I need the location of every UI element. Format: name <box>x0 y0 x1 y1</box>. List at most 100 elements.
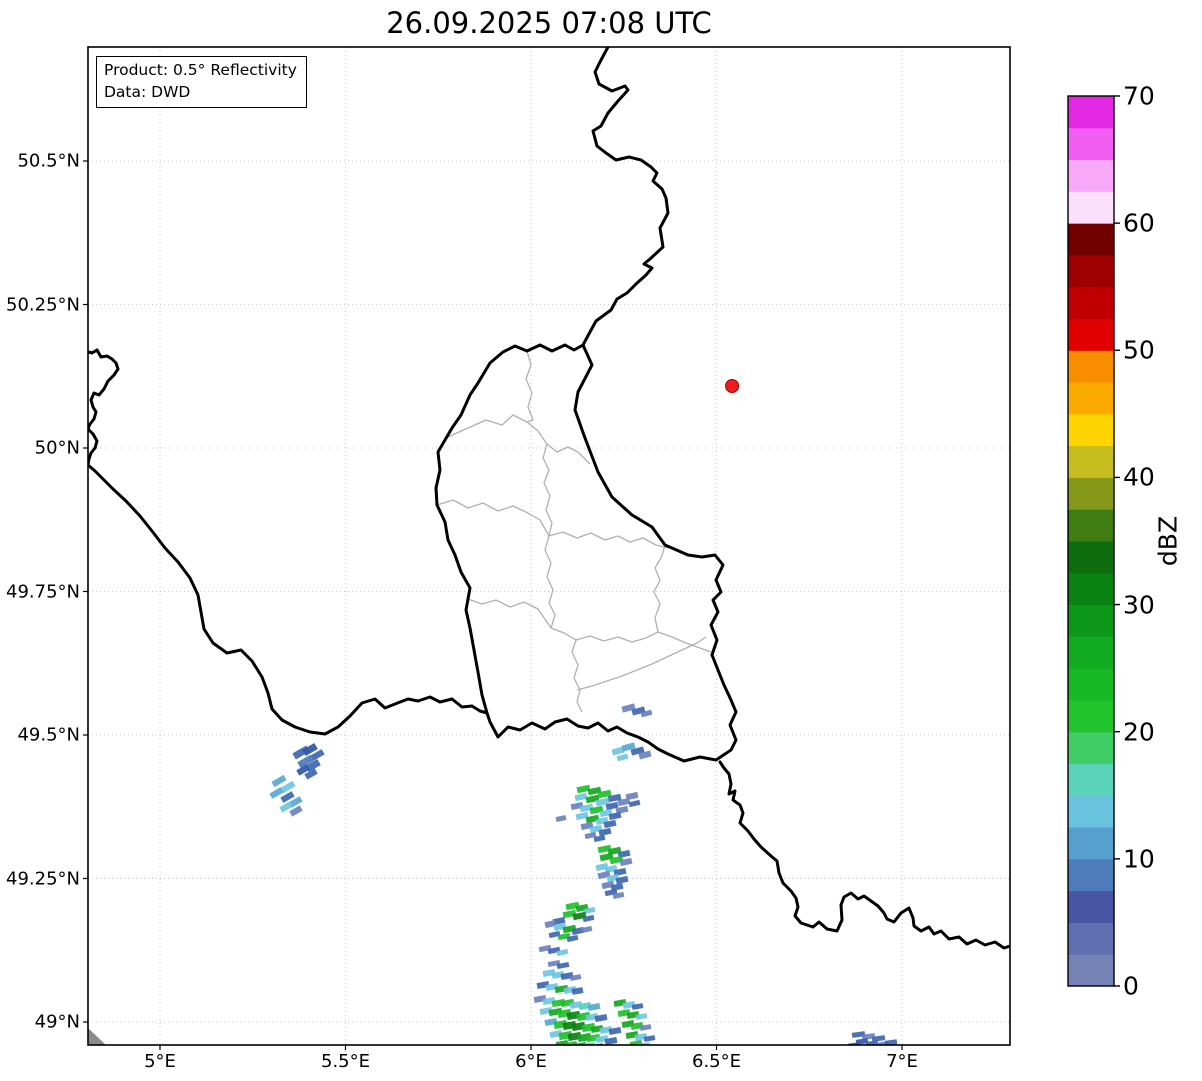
district-border-line <box>542 443 553 537</box>
radar-cell <box>571 987 584 995</box>
radar-cell <box>573 1041 587 1045</box>
colorbar-segment <box>1068 636 1114 669</box>
border-france-germany <box>718 760 1010 950</box>
border-belgium-germany <box>581 47 670 347</box>
radar-cell <box>582 914 595 923</box>
plot-frame <box>87 46 1011 1046</box>
colorbar-tick-label: 30 <box>1123 590 1155 620</box>
radar-cell <box>612 891 625 900</box>
colorbar-segment <box>1068 96 1114 129</box>
colorbar-tick-label: 20 <box>1123 717 1155 747</box>
colorbar-segment <box>1068 541 1114 574</box>
radar-cell <box>851 1031 866 1038</box>
radar-cell <box>269 787 284 799</box>
radar-cell <box>643 1035 656 1042</box>
radar-cell <box>635 1013 648 1020</box>
radar-cell <box>566 1010 581 1021</box>
district-borders <box>436 350 712 713</box>
colorbar <box>1067 95 1120 987</box>
lon-tick-label: 5.5°E <box>321 1051 370 1072</box>
radar-cell <box>555 815 567 822</box>
radar-cell <box>583 906 596 915</box>
radar-cell <box>608 1027 622 1035</box>
colorbar-tick-label: 60 <box>1123 208 1155 238</box>
colorbar-tick-label: 10 <box>1123 844 1155 874</box>
colorbar-segment <box>1068 254 1114 288</box>
radar-cell <box>567 1031 582 1042</box>
colorbar-segment <box>1068 159 1114 192</box>
map-gridlines <box>83 47 1010 1050</box>
product-info-box: Product: 0.5° Reflectivity Data: DWD <box>96 56 307 109</box>
radar-cell <box>280 780 296 794</box>
colorbar-segment <box>1068 699 1114 733</box>
colorbar-segment <box>1068 827 1114 860</box>
colorbar-segment <box>1068 223 1114 256</box>
border-luxembourg <box>434 343 738 763</box>
colorbar-segment <box>1068 382 1114 415</box>
colorbar-segment <box>1068 413 1114 447</box>
colorbar-tick-label: 40 <box>1123 462 1155 492</box>
country-borders <box>88 47 1010 950</box>
radar-cell <box>607 793 622 803</box>
radar-cell <box>580 925 593 934</box>
district-border-line <box>575 544 666 643</box>
colorbar-segment <box>1068 350 1114 383</box>
district-border-line <box>576 636 707 691</box>
radar-cell <box>865 1040 879 1045</box>
radar-cell <box>576 784 591 794</box>
colorbar-segment <box>1068 763 1114 796</box>
radar-cell <box>604 1037 618 1045</box>
radar-cell <box>631 706 646 716</box>
colorbar-segment <box>1068 445 1114 478</box>
radar-cell <box>556 948 569 957</box>
radar-cell <box>584 831 597 840</box>
radar-cell <box>594 1014 608 1022</box>
radar-cell <box>582 1041 596 1045</box>
radar-cell <box>288 796 303 808</box>
radar-cell <box>595 797 610 807</box>
colorbar-segment <box>1068 954 1114 987</box>
radar-cell <box>611 746 625 756</box>
radar-cell <box>871 1035 886 1042</box>
radar-cell <box>571 1021 586 1032</box>
radar-cell <box>861 1033 876 1040</box>
colorbar-segment <box>1068 191 1114 224</box>
radar-cell <box>569 974 582 981</box>
radar-cell <box>597 789 612 799</box>
colorbar-segment <box>1068 477 1114 510</box>
radar-cell <box>280 791 295 803</box>
radar-cell <box>271 774 287 788</box>
lon-tick-label: 6.5°E <box>692 1051 741 1072</box>
colorbar-segment <box>1068 668 1114 701</box>
radar-cell <box>296 764 310 776</box>
radar-cell <box>631 1003 644 1010</box>
radar-cell <box>847 1042 860 1045</box>
radar-cell <box>639 1024 652 1031</box>
lat-tick-label: 50.25°N <box>6 294 80 315</box>
colorbar-segment <box>1068 127 1114 161</box>
colorbar-segment <box>1068 509 1114 542</box>
colorbar-segment <box>1068 731 1114 764</box>
border-belgium-france <box>88 348 489 736</box>
radar-cell <box>598 827 612 837</box>
lat-tick-label: 49.75°N <box>6 581 80 602</box>
radar-cell <box>619 857 633 867</box>
data-source-line: Data: DWD <box>104 82 191 101</box>
coverage-edge-wedge <box>88 1028 106 1045</box>
radar-cell <box>593 834 606 843</box>
district-border-line <box>657 631 712 653</box>
radar-cell <box>608 811 622 821</box>
plot-title: 26.09.2025 07:08 UTC <box>386 6 712 40</box>
radar-cell <box>603 819 617 829</box>
radar-cell <box>555 1039 569 1045</box>
colorbar-tick-label: 70 <box>1123 81 1155 111</box>
radar-cell <box>630 746 645 756</box>
lat-tick-label: 49.5°N <box>17 724 80 746</box>
radar-cell <box>605 801 619 811</box>
colorbar-unit-label: dBZ <box>1153 515 1183 567</box>
lat-tick-label: 50°N <box>34 437 80 459</box>
colorbar-segment <box>1068 318 1114 351</box>
radar-cell <box>638 1042 651 1045</box>
radar-cell <box>625 791 639 801</box>
